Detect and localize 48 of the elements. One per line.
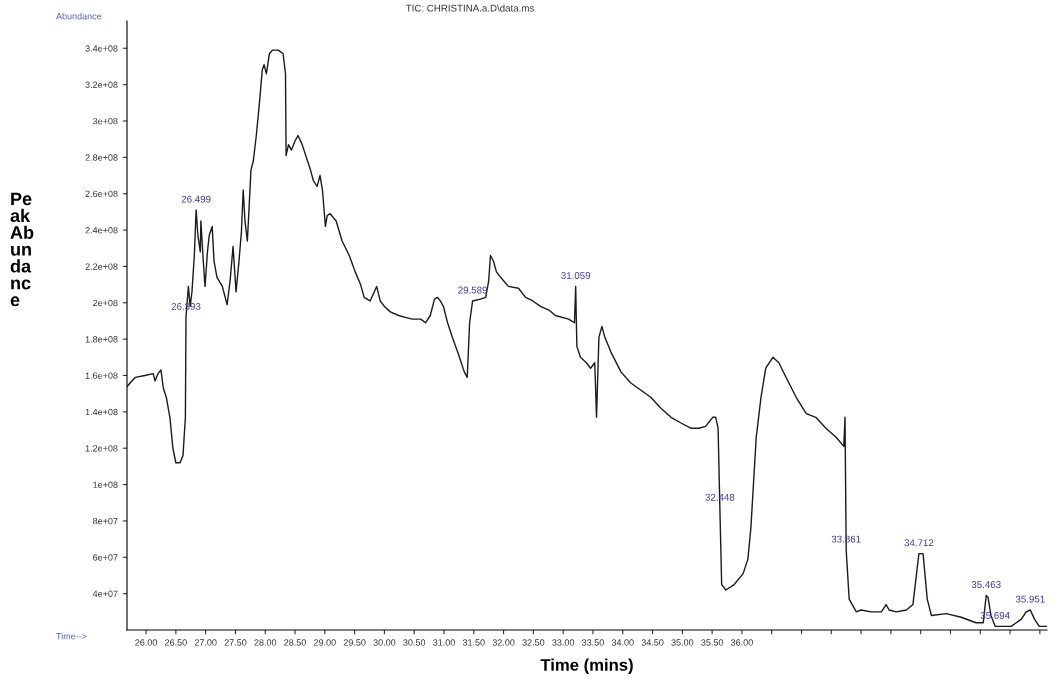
y-tick-label: 3.2e+08	[85, 81, 118, 88]
x-tick-label: 28.50	[284, 639, 306, 646]
y-tick-label: 1.6e+08	[85, 372, 118, 379]
y-tick-label: 2e+08	[93, 299, 118, 307]
y-tick-label: 1e+08	[93, 481, 118, 488]
x-tick-label: 26.50	[165, 639, 187, 646]
x-tick-label: 29.50	[343, 639, 366, 646]
y-tick-label: 4e+07	[92, 590, 118, 597]
y-axis-title: Peak Abundance	[10, 192, 34, 307]
x-tick-label: 36.00	[730, 639, 753, 646]
x-tick-label: 32.50	[522, 639, 545, 646]
y-tick-label: 6e+07	[93, 554, 118, 561]
annotation: 35.951	[1015, 595, 1045, 603]
y-tick-label: 1.4e+08	[85, 408, 118, 416]
x-axis-title: Time (mins)	[540, 658, 633, 675]
x-tick-label: 30.50	[403, 639, 426, 646]
text: Abundance	[56, 12, 102, 20]
y-tick-label: 2.8e+08	[85, 154, 118, 161]
x-tick-label: 28.00	[254, 639, 277, 646]
y-tick-label: 8e+07	[93, 517, 118, 525]
x-tick-label: 26.00	[135, 639, 158, 646]
x-tick-label: 32.00	[492, 639, 515, 646]
x-tick-label: 34.00	[611, 639, 634, 646]
x-tick-label: 30.00	[373, 639, 396, 646]
y-tick-label: 3.4e+08	[85, 45, 118, 52]
x-tick-label: 33.00	[552, 639, 575, 646]
annotation: 35.463	[971, 581, 1001, 588]
y-tick-label: 2.6e+08	[85, 190, 118, 198]
y-tick-label: 2.4e+08	[85, 227, 118, 234]
x-tick-label: 35.50	[701, 639, 724, 646]
annotation: 26.499	[181, 195, 211, 203]
x-tick-label: 29.00	[313, 639, 336, 646]
y-tick-label: 3e+08	[92, 117, 118, 125]
text: Time-->	[56, 632, 87, 640]
y-tick-label: 1.2e+08	[85, 445, 118, 452]
annotation: 31.059	[561, 272, 591, 279]
x-tick-label: 31.50	[462, 639, 485, 646]
x-tick-label: 31.00	[433, 639, 455, 646]
chart-title: TIC: CHRISTINA.a.D\data.ms	[405, 4, 534, 12]
x-tick-label: 33.50	[582, 639, 604, 646]
x-tick-label: 27.00	[194, 639, 217, 646]
x-tick-label: 35.00	[671, 639, 694, 646]
annotation: 29.589	[458, 286, 487, 294]
x-tick-label: 27.50	[224, 639, 247, 646]
y-tick-label: 2.2e+08	[85, 263, 118, 270]
annotation: 34.712	[904, 539, 934, 547]
x-tick-label: 34.50	[641, 639, 664, 646]
y-tick-label: 1.8e+08	[85, 336, 118, 343]
